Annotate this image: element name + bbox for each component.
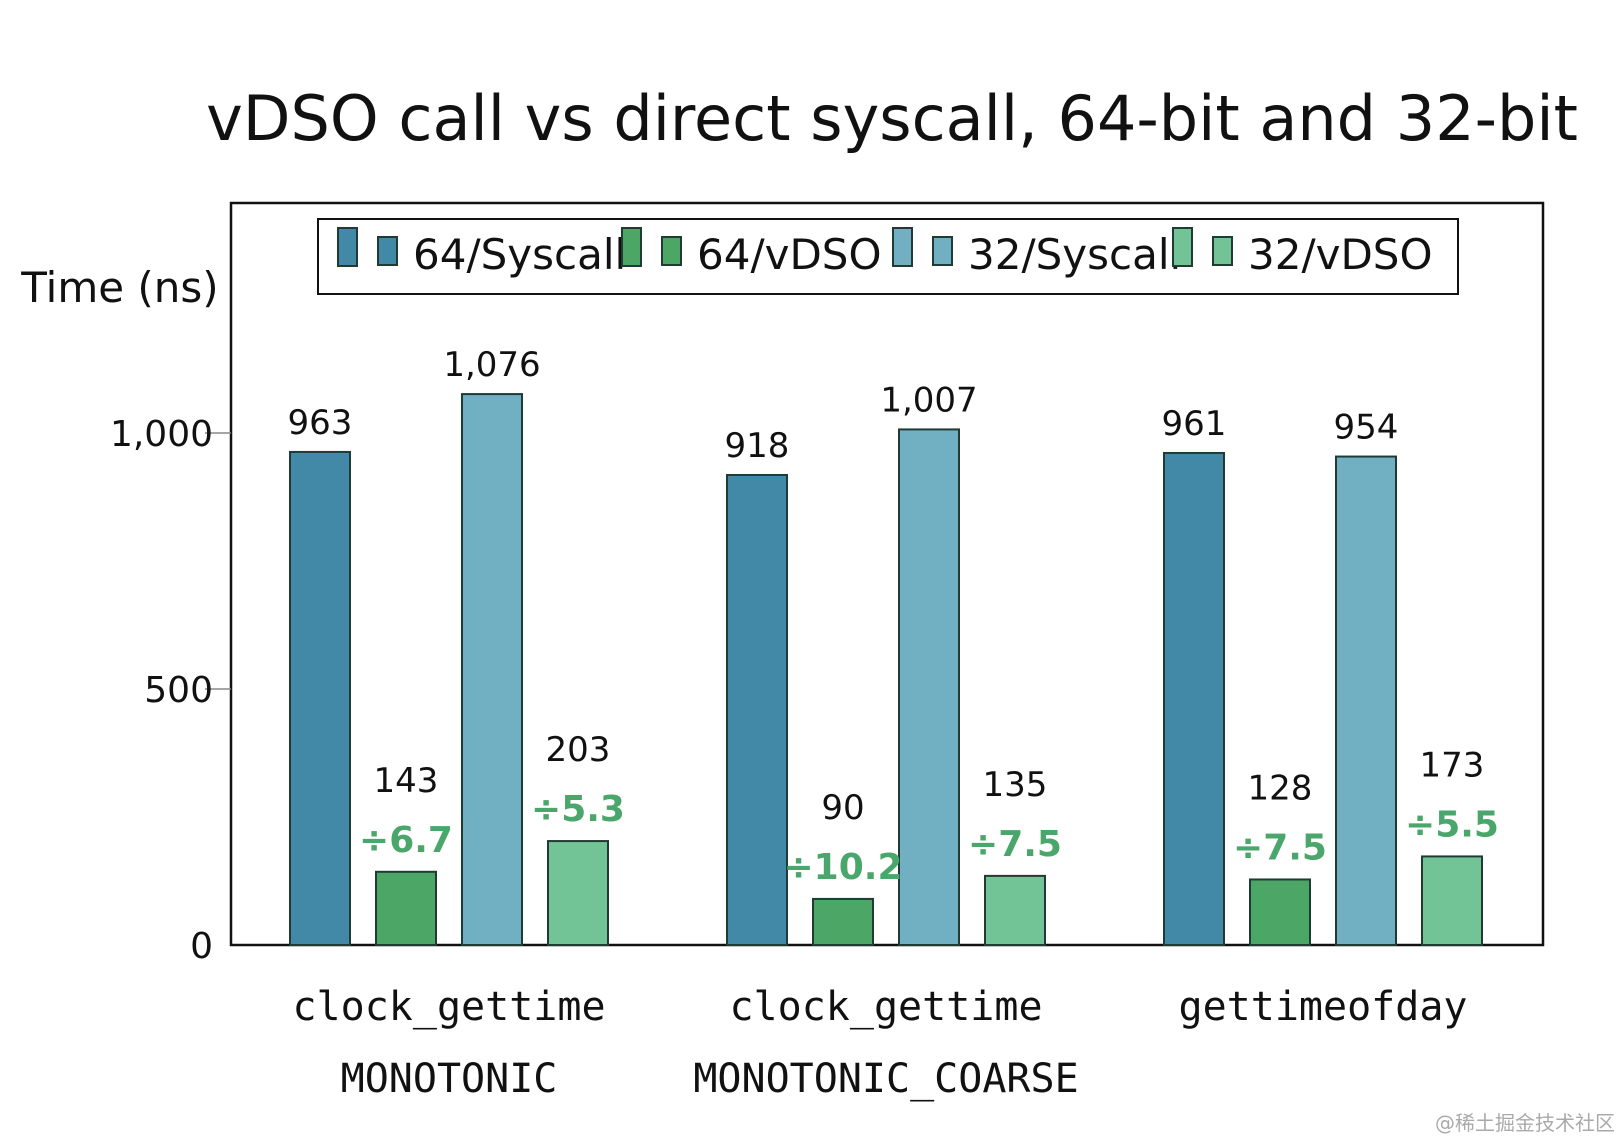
bar-value-label: 918 (725, 426, 790, 466)
x-category-label: MONOTONIC (341, 1056, 558, 1102)
bar-value-label: 1,076 (443, 345, 540, 385)
legend-swatch-bar (892, 227, 913, 267)
ratio-label: ÷7.5 (1233, 827, 1327, 868)
x-category-label: clock_gettime (292, 984, 605, 1030)
y-tick-label: 0 (190, 926, 213, 967)
bar-value-label: 954 (1334, 408, 1399, 448)
x-category-label: clock_gettime (729, 984, 1042, 1030)
legend-frame (317, 218, 1459, 295)
bar (812, 897, 874, 946)
ratio-label: ÷5.3 (531, 789, 625, 830)
bar-value-label: 90 (821, 788, 864, 828)
y-axis-label: Time (ns) (20, 263, 218, 312)
y-tick-label: 500 (144, 670, 213, 711)
ratio-label: ÷5.5 (1405, 804, 1499, 845)
legend-swatch-bar (621, 227, 642, 267)
legend: 64/Syscall 64/vDSO 32/Syscall 32/vDSO (317, 218, 1459, 295)
legend-swatch-box (377, 236, 398, 266)
bar (375, 870, 437, 946)
legend-item: 32/Syscall (892, 227, 1181, 279)
y-tick-label: 1,000 (110, 414, 213, 455)
ratio-label: ÷7.5 (968, 824, 1062, 865)
plot-area-frame (229, 201, 1545, 947)
y-axis-ticks: 0 500 1,000 (110, 414, 231, 967)
bar-series (289, 393, 1483, 947)
bar (898, 428, 960, 946)
bar (1421, 855, 1483, 947)
bar (726, 473, 788, 946)
bar (1249, 878, 1311, 946)
bar (461, 393, 523, 946)
legend-label: 64/vDSO (697, 230, 882, 279)
x-category-label: MONOTONIC_COARSE (693, 1056, 1078, 1102)
legend-swatch-box (661, 236, 682, 266)
bar-value-labels: 963 918 961 ÷6.7 143 ÷10.2 90 ÷7.5 128 1,076 1,007… (288, 345, 1499, 888)
x-category-label: gettimeofday (1179, 984, 1468, 1030)
legend-label: 64/Syscall (413, 230, 626, 279)
legend-item: 64/Syscall (337, 227, 626, 279)
legend-swatch-box (932, 236, 953, 266)
bar-value-label: 135 (983, 765, 1048, 805)
ratio-label: ÷10.2 (784, 847, 903, 888)
legend-item: 64/vDSO (621, 227, 882, 279)
bar (547, 840, 609, 947)
bar (1163, 451, 1225, 946)
bar-value-label: 1,007 (880, 380, 977, 420)
bar-value-label: 143 (374, 761, 439, 801)
x-axis-categories: clock_gettime MONOTONIC clock_gettime MONOT… (292, 984, 1467, 1102)
bar (984, 874, 1046, 947)
legend-label: 32/Syscall (968, 230, 1181, 279)
chart-title: vDSO call vs direct syscall, 64-bit and … (206, 82, 1578, 155)
bar (289, 450, 351, 946)
legend-label: 32/vDSO (1248, 230, 1433, 279)
legend-item: 32/vDSO (1172, 227, 1433, 279)
legend-swatch-box (1212, 236, 1233, 266)
legend-swatch-bar (1172, 227, 1193, 267)
bar-value-label: 128 (1248, 768, 1313, 808)
ratio-label: ÷6.7 (359, 820, 453, 861)
bar-value-label: 961 (1162, 404, 1227, 444)
bar-value-label: 963 (288, 403, 353, 443)
bar-value-label: 173 (1420, 745, 1485, 785)
legend-swatch-bar (337, 227, 358, 267)
bar-value-label: 203 (546, 730, 611, 770)
bar (1335, 455, 1397, 946)
watermark: @稀土掘金技术社区 (1435, 1111, 1615, 1135)
